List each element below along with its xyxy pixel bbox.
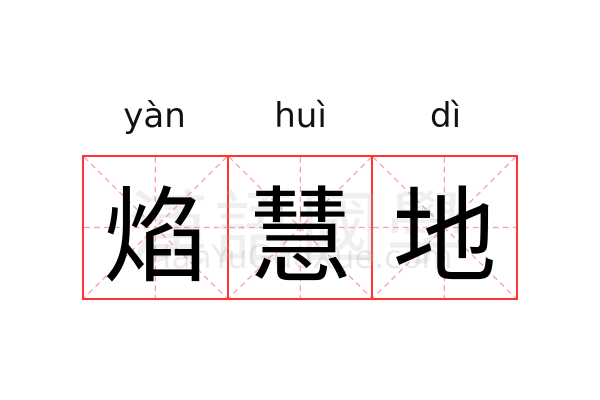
character: 地 <box>392 176 497 298</box>
guide-lines <box>84 157 227 298</box>
pinyin-hui: huì <box>274 96 327 136</box>
character: 焰 <box>103 176 208 298</box>
char-cell: 地 <box>371 157 517 298</box>
guide-lines <box>373 157 517 298</box>
character-grid: 焰 慧 地 <box>82 155 518 300</box>
character: 慧 <box>248 176 353 298</box>
pinyin-yan: yàn <box>123 96 186 136</box>
watermark-site: HanYuGuoXue.com <box>147 238 453 276</box>
char-cell: 慧 <box>226 157 372 298</box>
char-cell: 焰 <box>84 157 227 298</box>
guide-lines <box>228 157 372 298</box>
watermark-text: 漢語國學 <box>128 183 472 276</box>
pinyin-di: dì <box>429 96 462 136</box>
